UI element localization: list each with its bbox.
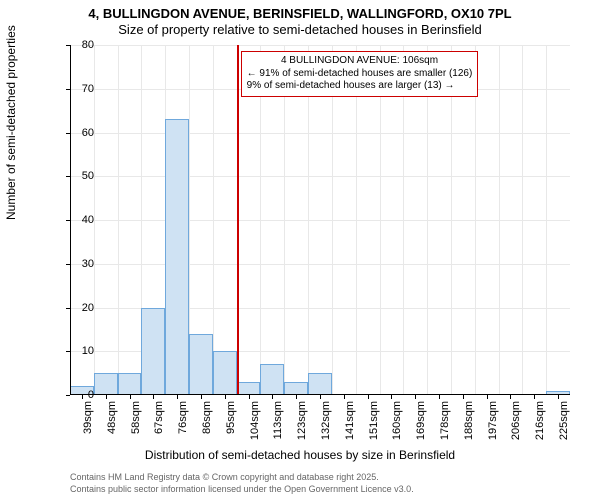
gridline-v [380, 45, 381, 395]
ytick-label: 70 [82, 83, 94, 95]
x-axis-title: Distribution of semi-detached houses by … [0, 448, 600, 462]
xtick-mark [415, 395, 416, 399]
xtick-label: 58sqm [130, 401, 142, 441]
gridline-h [70, 264, 570, 265]
xtick-label: 86sqm [201, 401, 213, 441]
xtick-label: 141sqm [344, 401, 356, 441]
xtick-label: 48sqm [106, 401, 118, 441]
chart-canvas: 4, BULLINGDON AVENUE, BERINSFIELD, WALLI… [0, 0, 600, 500]
xtick-label: 123sqm [296, 401, 308, 441]
ytick-label: 10 [82, 345, 94, 357]
histogram-bar [118, 373, 142, 395]
y-axis-line [70, 45, 71, 395]
ytick-label: 30 [82, 258, 94, 270]
gridline-v [546, 45, 547, 395]
ytick-label: 20 [82, 302, 94, 314]
histogram-bar [94, 373, 118, 395]
annotation-box: 4 BULLINGDON AVENUE: 106sqm← 91% of semi… [241, 51, 479, 97]
gridline-v [356, 45, 357, 395]
xtick-mark [82, 395, 83, 399]
xtick-label: 113sqm [272, 401, 284, 441]
xtick-label: 132sqm [320, 401, 332, 441]
xtick-label: 188sqm [463, 401, 475, 441]
xtick-mark [225, 395, 226, 399]
xtick-label: 206sqm [510, 401, 522, 441]
xtick-label: 76sqm [177, 401, 189, 441]
ytick-label: 80 [82, 39, 94, 51]
xtick-mark [439, 395, 440, 399]
xtick-label: 151sqm [368, 401, 380, 441]
gridline-v [118, 45, 119, 395]
gridline-v [332, 45, 333, 395]
xtick-mark [320, 395, 321, 399]
xtick-mark [391, 395, 392, 399]
gridline-h [70, 176, 570, 177]
xtick-mark [463, 395, 464, 399]
xtick-mark [487, 395, 488, 399]
gridline-v [284, 45, 285, 395]
ytick-label: 50 [82, 170, 94, 182]
xtick-label: 225sqm [558, 401, 570, 441]
chart-title-line2: Size of property relative to semi-detach… [0, 22, 600, 37]
histogram-bar [213, 351, 237, 395]
xtick-mark [558, 395, 559, 399]
gridline-h [70, 220, 570, 221]
annotation-line: 4 BULLINGDON AVENUE: 106sqm [247, 55, 473, 68]
xtick-label: 39sqm [82, 401, 94, 441]
annotation-line: ← 91% of semi-detached houses are smalle… [247, 68, 473, 81]
xtick-label: 216sqm [534, 401, 546, 441]
y-axis-title: Number of semi-detached properties [4, 25, 18, 220]
xtick-label: 67sqm [153, 401, 165, 441]
gridline-v [499, 45, 500, 395]
xtick-mark [510, 395, 511, 399]
gridline-v [213, 45, 214, 395]
xtick-label: 160sqm [391, 401, 403, 441]
xtick-mark [106, 395, 107, 399]
xtick-mark [201, 395, 202, 399]
gridline-h [70, 133, 570, 134]
gridline-v [475, 45, 476, 395]
xtick-mark [368, 395, 369, 399]
annotation-line: 9% of semi-detached houses are larger (1… [247, 80, 473, 93]
gridline-v [403, 45, 404, 395]
gridline-v [260, 45, 261, 395]
xtick-label: 95sqm [225, 401, 237, 441]
marker-line [237, 45, 239, 395]
ytick-label: 0 [88, 389, 94, 401]
credit-line-1: Contains HM Land Registry data © Crown c… [70, 472, 379, 482]
histogram-bar [260, 364, 284, 395]
chart-title-line1: 4, BULLINGDON AVENUE, BERINSFIELD, WALLI… [0, 6, 600, 21]
xtick-mark [177, 395, 178, 399]
gridline-v [522, 45, 523, 395]
gridline-v [427, 45, 428, 395]
gridline-v [451, 45, 452, 395]
credit-line-2: Contains public sector information licen… [70, 484, 414, 494]
histogram-bar [308, 373, 332, 395]
xtick-mark [272, 395, 273, 399]
xtick-mark [130, 395, 131, 399]
ytick-label: 60 [82, 127, 94, 139]
histogram-bar [141, 308, 165, 396]
histogram-bar [165, 119, 189, 395]
xtick-mark [153, 395, 154, 399]
gridline-h [70, 45, 570, 46]
xtick-label: 104sqm [249, 401, 261, 441]
gridline-v [308, 45, 309, 395]
xtick-mark [296, 395, 297, 399]
histogram-bar [189, 334, 213, 395]
plot-area: 4 BULLINGDON AVENUE: 106sqm← 91% of semi… [70, 45, 570, 395]
x-axis-line [70, 394, 570, 395]
xtick-mark [534, 395, 535, 399]
xtick-label: 178sqm [439, 401, 451, 441]
ytick-label: 40 [82, 214, 94, 226]
xtick-mark [344, 395, 345, 399]
ytick-mark [66, 395, 70, 396]
xtick-mark [249, 395, 250, 399]
xtick-label: 197sqm [487, 401, 499, 441]
xtick-label: 169sqm [415, 401, 427, 441]
